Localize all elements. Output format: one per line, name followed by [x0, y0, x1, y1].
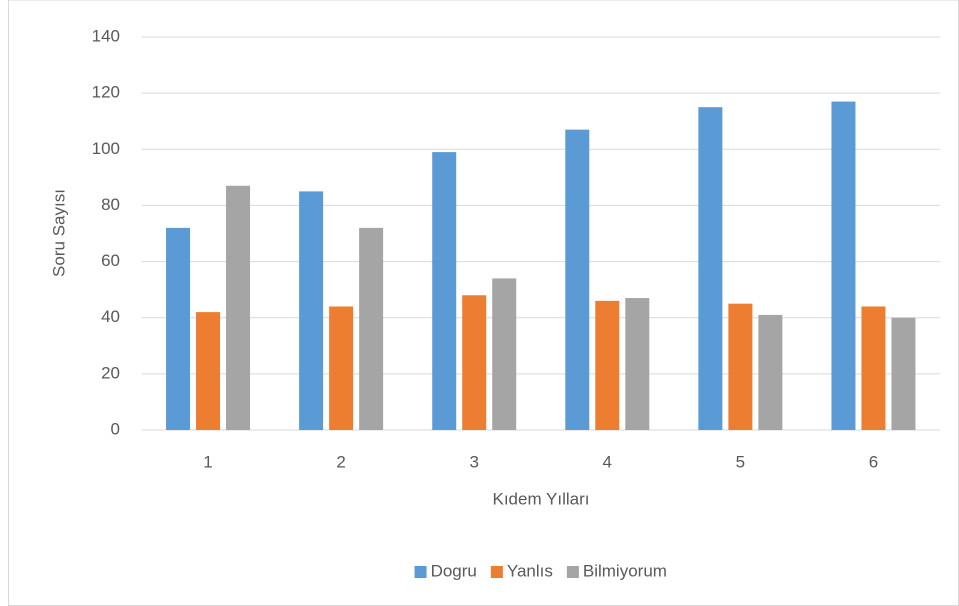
bar [299, 191, 324, 430]
bar [728, 303, 753, 430]
legend-swatch [566, 566, 579, 578]
bar [329, 306, 354, 430]
bar [758, 314, 783, 430]
bar [595, 300, 620, 430]
bar [565, 129, 590, 430]
bar [359, 227, 384, 430]
x-tick-label: 5 [736, 452, 745, 471]
y-tick-label: 80 [101, 195, 120, 214]
y-axis-title: Soru Sayısı [49, 189, 68, 277]
bar [891, 317, 916, 430]
y-tick-label: 120 [92, 83, 120, 102]
legend-label: Dogru [431, 561, 477, 580]
bar [625, 298, 650, 430]
legend-swatch [490, 566, 503, 578]
y-tick-label: 60 [101, 251, 120, 270]
x-tick-label: 6 [869, 452, 878, 471]
bar [698, 107, 723, 430]
y-tick-label: 20 [101, 363, 120, 382]
bar [492, 278, 517, 430]
legend-swatch [414, 566, 427, 578]
bar [831, 101, 856, 431]
x-tick-label: 2 [336, 452, 345, 471]
bar [861, 306, 886, 430]
bar [196, 312, 221, 430]
bar [462, 295, 487, 430]
legend-label: Yanlıs [507, 561, 553, 580]
y-tick-label: 40 [101, 307, 120, 326]
y-tick-label: 0 [111, 419, 120, 438]
y-tick-label: 140 [92, 26, 120, 45]
legend-label: Bilmiyorum [583, 561, 667, 580]
bar [166, 227, 191, 430]
x-axis-title: Kıdem Yılları [492, 489, 589, 508]
x-tick-label: 3 [469, 452, 478, 471]
x-tick-label: 1 [203, 452, 212, 471]
bar [432, 152, 457, 431]
x-tick-label: 4 [603, 452, 612, 471]
bar [226, 185, 251, 430]
y-tick-label: 100 [92, 139, 120, 158]
